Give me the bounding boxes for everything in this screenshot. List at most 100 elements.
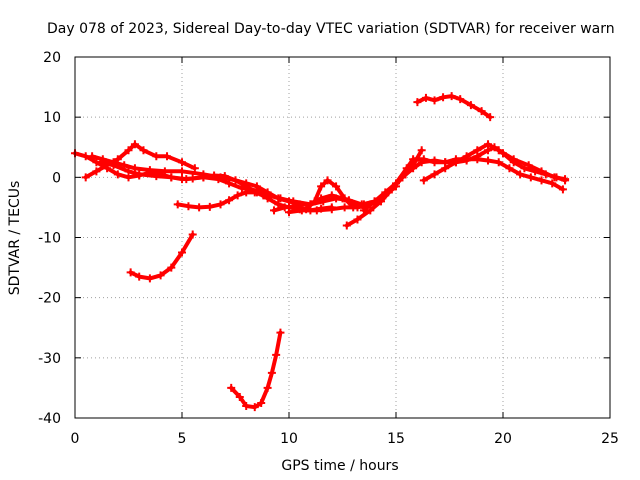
data-point: [231, 176, 240, 185]
data-point: [516, 170, 525, 179]
data-point: [419, 176, 428, 185]
data-point: [381, 188, 390, 197]
data-point: [537, 176, 546, 185]
data-point: [178, 158, 186, 167]
data-point: [323, 176, 332, 185]
data-point: [184, 202, 193, 211]
data-point: [130, 164, 139, 173]
data-point: [494, 158, 503, 167]
data-point: [359, 206, 368, 215]
data-point: [242, 179, 251, 188]
data-point: [145, 274, 154, 283]
data-point: [332, 182, 341, 191]
data-point: [413, 98, 422, 107]
data-point: [156, 271, 165, 280]
data-point: [456, 95, 465, 104]
x-tick-label: 5: [178, 431, 187, 447]
data-point: [285, 208, 293, 217]
data-point: [214, 175, 223, 184]
data-point: [526, 173, 535, 182]
data-point: [257, 398, 266, 407]
data-point: [227, 383, 236, 392]
data-point: [561, 175, 570, 184]
data-point: [270, 206, 279, 215]
data-point: [484, 140, 493, 149]
data-point: [421, 93, 430, 102]
data-point: [160, 167, 169, 176]
data-point: [430, 170, 439, 179]
data-point: [190, 164, 199, 173]
data-point: [486, 113, 495, 122]
x-tick-label: 0: [71, 431, 80, 447]
data-point: [441, 164, 450, 173]
y-tick-label: 0: [52, 170, 61, 186]
series-arc-6: [173, 188, 268, 212]
data-point: [178, 167, 186, 176]
data-point: [96, 158, 105, 167]
y-tick-label: -40: [38, 411, 61, 427]
data-point: [297, 206, 306, 215]
data-point: [199, 173, 208, 182]
x-tick-label: 20: [494, 431, 512, 447]
data-point: [126, 268, 135, 277]
data-point: [340, 194, 349, 203]
series-trace: [175, 190, 266, 210]
series-arc-12: [413, 92, 495, 122]
data-point: [550, 173, 559, 182]
chart-title: Day 078 of 2023, Sidereal Day-to-day VTE…: [47, 21, 615, 37]
data-point: [272, 350, 281, 359]
data-point: [163, 152, 172, 161]
data-point: [167, 173, 176, 182]
data-point: [291, 202, 300, 211]
data-point: [327, 205, 336, 214]
data-point: [417, 146, 426, 155]
data-point: [430, 96, 439, 105]
data-point: [195, 203, 204, 212]
data-point: [182, 175, 191, 184]
series-arc-7: [227, 328, 285, 412]
x-tick-label: 25: [601, 431, 619, 447]
data-point: [237, 184, 246, 193]
x-tick-label: 15: [387, 431, 405, 447]
data-point: [225, 179, 234, 188]
data-point: [124, 167, 133, 176]
data-point: [310, 197, 319, 206]
data-point: [509, 155, 518, 164]
data-point: [242, 188, 251, 197]
data-point: [88, 152, 97, 161]
data-point: [340, 203, 349, 212]
data-point: [276, 194, 285, 203]
data-point: [289, 197, 298, 206]
axis-ticks: 0 5 10 15 20 25 -40 -30 -20 -10 0 10 20: [38, 50, 619, 447]
x-axis-label: GPS time / hours: [281, 458, 398, 474]
data-point: [225, 196, 234, 205]
data-point: [263, 383, 272, 392]
series-arc-5: [126, 230, 197, 283]
data-point: [419, 155, 428, 164]
data-point: [353, 215, 362, 224]
data-point: [317, 182, 326, 191]
y-tick-label: -30: [38, 351, 61, 367]
series-arc-2: [81, 140, 199, 182]
data-point: [332, 194, 341, 203]
data-point: [216, 200, 225, 209]
data-point: [81, 173, 90, 182]
data-point: [135, 272, 144, 281]
data-point: [152, 152, 161, 161]
data-point: [250, 403, 259, 412]
data-point: [167, 263, 176, 272]
data-point: [319, 197, 328, 206]
data-point: [280, 203, 289, 212]
data-point: [135, 170, 144, 179]
data-point: [370, 197, 379, 206]
y-tick-label: -10: [38, 231, 61, 247]
data-point: [178, 248, 186, 257]
data-point: [205, 202, 214, 211]
data-point: [439, 93, 448, 102]
data-point: [276, 328, 285, 337]
data-point: [312, 206, 321, 215]
data-point: [235, 392, 244, 401]
y-axis-label: SDTVAR / TECUs: [7, 181, 23, 296]
data-point: [92, 167, 101, 176]
